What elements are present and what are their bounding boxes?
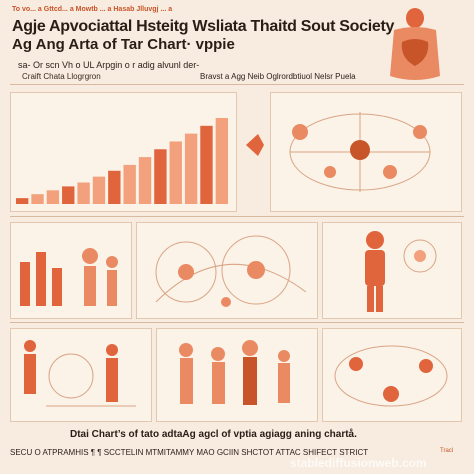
- bar: [108, 170, 121, 204]
- footer-tag: Tracl: [440, 448, 454, 454]
- bar: [31, 194, 44, 204]
- bar: [138, 157, 152, 204]
- subtitle-line2: Craift Chata Llogrgron: [22, 72, 101, 81]
- bar: [200, 125, 213, 204]
- person-silhouette-icon: [365, 231, 437, 312]
- bar: [92, 176, 106, 204]
- divider-middle: [10, 216, 464, 217]
- page-title-line1: Agje Apvociattal Hsteitg Wsliata Thaitd …: [12, 18, 395, 35]
- figure-group-icon: [20, 248, 118, 306]
- page-title-line2: Ag Ang Arta of Tar Chart· vppie: [12, 36, 235, 53]
- bar: [215, 118, 228, 204]
- subtitle-right: Bravst a Agg Neib Oglrordbtiuol Nelsr Pu…: [200, 72, 356, 81]
- bar-chart: [16, 118, 228, 204]
- network-diagram: [289, 112, 431, 192]
- bar: [46, 190, 60, 204]
- bar: [169, 141, 182, 204]
- footer-caption: Dtai Chart’s of tato adtaAg agcl of vpti…: [70, 429, 357, 440]
- divider-top: [10, 84, 464, 85]
- divider-lower: [10, 322, 464, 323]
- bar: [77, 182, 90, 204]
- lower-center-figures: [179, 340, 290, 405]
- bar: [123, 164, 136, 204]
- subtitle-line1: sa- Or scn Vh o UL Arpgin o r adig alvun…: [18, 60, 200, 70]
- top-strip-text: To vo... a Gttcd... a Mowtb ... a Hasab …: [12, 6, 173, 13]
- footer-small-text: SECU O ATPRAMHIS ¶ ¶ SCCTELIN MTMITAMMY …: [10, 448, 369, 457]
- connection-diagram: [155, 235, 307, 307]
- bar: [16, 198, 29, 204]
- bar: [62, 186, 75, 204]
- lower-left-figures: [24, 340, 136, 407]
- human-organ-figure-icon: [390, 8, 440, 80]
- watermark: stablediffusionweb.com: [290, 456, 427, 470]
- standing-figure-panel: [322, 222, 462, 319]
- bar: [184, 133, 198, 204]
- lower-right-diagram: [334, 345, 448, 407]
- red-arrow-icon: [246, 134, 264, 156]
- bar: [154, 149, 167, 204]
